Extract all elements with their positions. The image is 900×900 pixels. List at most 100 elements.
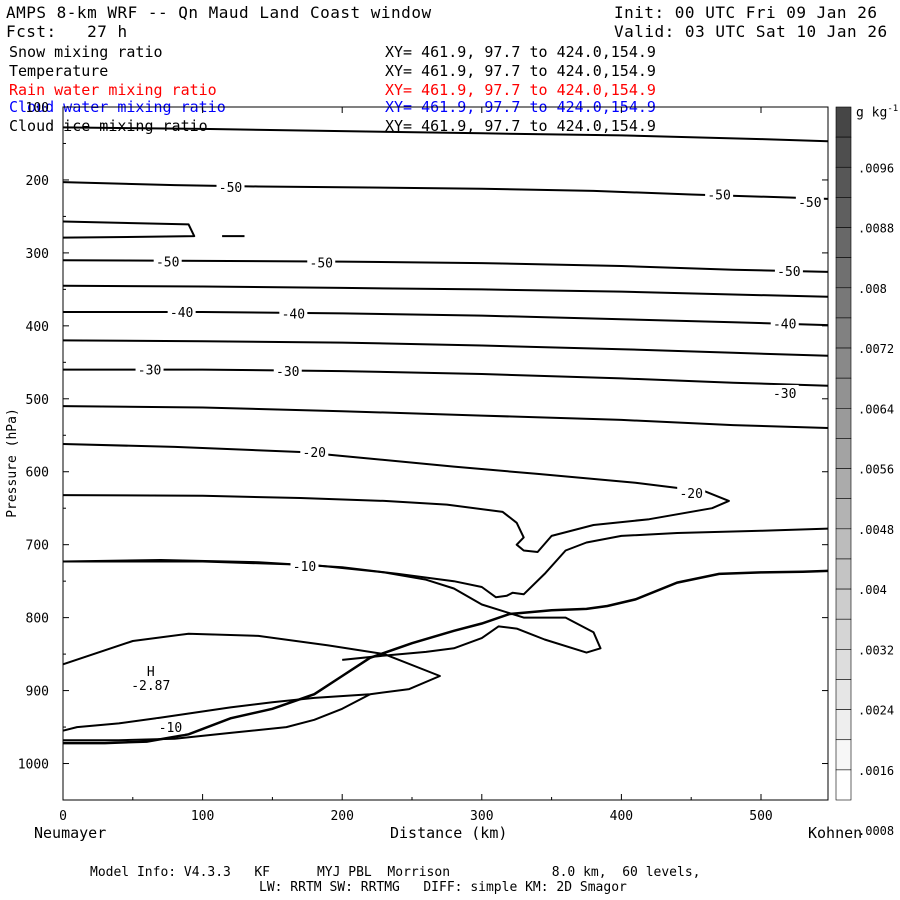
legend-xy-cloud-ice: XY= 461.9, 97.7 to 424.0,154.9: [385, 117, 656, 135]
y-tick-label: 700: [26, 539, 49, 554]
contour-label: -40: [282, 307, 305, 322]
x-tick-label: 500: [749, 809, 772, 824]
colorbar-segment: [835, 498, 852, 530]
temperature-contour: [62, 220, 196, 239]
x-tick-label: 300: [470, 809, 493, 824]
legend-xy-temperature: XY= 461.9, 97.7 to 424.0,154.9: [385, 62, 656, 80]
colorbar-segment: [835, 408, 852, 439]
extremum-value: -2.87: [131, 679, 170, 694]
colorbar-tick-label: .004: [858, 583, 887, 597]
extrema-markers: H-2.87: [131, 665, 170, 694]
x-axis-title: Distance (km): [390, 824, 508, 842]
temperature-contour: [63, 693, 371, 742]
temperature-contour: [63, 311, 829, 327]
colorbar-segment: [835, 679, 852, 710]
colorbar-segment: [835, 347, 852, 379]
colorbar-tick-label: .0032: [858, 643, 894, 657]
extremum-marker: H: [147, 665, 155, 680]
colorbar-segment: [835, 227, 852, 258]
contour-label: -40: [170, 306, 193, 321]
contour-label: -10: [293, 560, 316, 575]
contour-label: -30: [276, 365, 299, 380]
contour-label: -30: [138, 364, 161, 379]
colorbar-tick-label: .0056: [858, 463, 894, 477]
colorbar-segment: [835, 197, 852, 228]
contour-label-bg: [774, 263, 803, 279]
terrain-layer: [63, 569, 829, 745]
legend-name-snow: Snow mixing ratio: [9, 43, 163, 61]
colorbar-segment: [835, 558, 852, 590]
y-axis-title: Pressure (hPa): [5, 408, 20, 518]
temperature-contour: [63, 368, 829, 387]
temperature-contour: [62, 443, 730, 553]
contour-label-bg: [216, 179, 245, 195]
colorbar-segment: [835, 106, 852, 138]
colorbar-segment: [835, 528, 852, 560]
colorbar-segment: [835, 649, 852, 680]
temperature-contour: [63, 560, 602, 661]
legend-name-temperature: Temperature: [9, 62, 109, 80]
y-tick-label: 1000: [18, 758, 49, 773]
contour-label: -50: [707, 189, 730, 204]
contour-label-bg: [290, 557, 319, 573]
x-axis: 0 100 200 300 400 500: [59, 107, 773, 824]
legend-xy-snow: XY= 461.9, 97.7 to 424.0,154.9: [385, 43, 656, 61]
colorbar-segment: [835, 166, 852, 198]
legend-name-cloud-ice: Cloud ice mixing ratio: [9, 117, 208, 135]
contour-label-bg: [300, 444, 329, 460]
colorbar-segment: [835, 709, 852, 741]
x-tick-label: 0: [59, 809, 67, 824]
y-tick-label: 500: [26, 393, 49, 408]
plot-area-frame: [62, 106, 829, 801]
colorbar-segment: [835, 377, 852, 409]
contour-label-bg: [153, 253, 182, 269]
colorbar-unit-exp: -1: [887, 104, 899, 114]
contour-label: -50: [798, 196, 821, 211]
contour-label-bg: [167, 303, 196, 319]
y-tick-label: 400: [26, 320, 49, 335]
temperature-contour: [62, 339, 829, 357]
colorbar-tick-label: .0088: [858, 222, 894, 236]
colorbar-tick-label: .008: [858, 282, 887, 296]
contour-label: -10: [159, 721, 182, 736]
x-tick-label: 100: [191, 809, 214, 824]
contour-label: -30: [773, 387, 796, 402]
y-tick-label: 600: [26, 466, 49, 481]
y-tick-label: 200: [26, 174, 49, 189]
x-tick-label: 200: [330, 809, 353, 824]
colorbar-segment: [835, 769, 852, 801]
contour-label: -50: [777, 265, 800, 280]
contour-labels: -50 -50 -50 -50 -50 -50 -40 -40 -40 -30 -30 -30 -20 -…: [135, 179, 824, 736]
colorbar-segment: [835, 287, 852, 319]
model-info-line2: LW: RRTM SW: RRTMG DIFF: simple KM: 2D S…: [259, 880, 627, 895]
y-tick-label: 800: [26, 612, 49, 627]
colorbar-segment: [835, 468, 852, 499]
temperature-contour: [62, 284, 829, 298]
contour-label: -20: [303, 446, 326, 461]
contour-label-bg: [770, 315, 799, 331]
y-tick-label: 900: [26, 685, 49, 700]
temperature-contour: [62, 632, 441, 732]
colorbar-segment: [835, 317, 852, 349]
legend-name-rain: Rain water mixing ratio: [9, 81, 217, 99]
y-tick-label: 300: [26, 247, 49, 262]
contour-label-bg: [795, 193, 824, 209]
temperature-contour: [62, 126, 829, 143]
colorbar-tick-label: .0016: [858, 764, 894, 778]
temperature-contour: [62, 527, 829, 599]
temperature-contour: [62, 181, 829, 200]
colorbar-segment: [835, 739, 852, 771]
colorbar-tick-label: .0096: [858, 161, 894, 175]
colorbar-tick-label: .0024: [858, 704, 894, 718]
init-time: Init: 00 UTC Fri 09 Jan 26: [614, 3, 878, 22]
contour-label: -50: [310, 256, 333, 271]
colorbar-tick-label: .0048: [858, 523, 894, 537]
colorbar-tick-label: .0064: [858, 402, 894, 416]
contour-label-bg: [770, 384, 799, 400]
contour-label: -50: [219, 181, 242, 196]
temperature-contour: [62, 259, 829, 273]
terrain-surface: [63, 569, 829, 745]
contour-label: -40: [773, 318, 796, 333]
y-tick-label: 100: [26, 101, 49, 116]
